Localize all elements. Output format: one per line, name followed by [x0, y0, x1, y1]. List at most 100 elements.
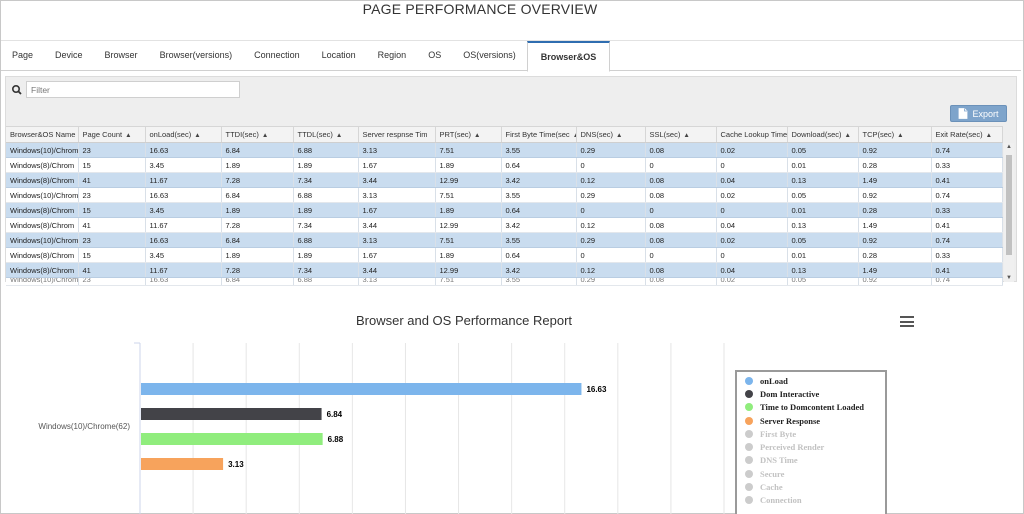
table-cell: 6.84 — [221, 142, 294, 158]
table-cell: 3.55 — [501, 277, 577, 286]
column-header[interactable]: First Byte Time(sec▲︎ — [501, 126, 577, 143]
column-header[interactable]: TTDI(sec) ▲︎ — [221, 126, 294, 143]
table-cell: 23 — [78, 232, 146, 248]
table-row[interactable]: Windows(10)/Chrom 23 16.63 6.84 6.88 3.13 7.51… — [6, 187, 1003, 203]
table-cell: 16.63 — [145, 232, 222, 248]
table-row[interactable]: Windows(8)/Chrom 41 11.67 7.28 7.34 3.44 12.99… — [6, 217, 1003, 233]
legend-item[interactable]: onLoad — [745, 374, 877, 387]
column-header[interactable]: DNS(sec) ▲︎ — [576, 126, 646, 143]
table-cell: Windows(8)/Chrom — [6, 157, 79, 173]
scroll-up-icon[interactable]: ▲︎ — [1006, 144, 1012, 150]
tab-region[interactable]: Region — [377, 50, 407, 60]
table-cell: 0.28 — [858, 157, 932, 173]
tab-browser-os[interactable]: Browser&OS — [526, 41, 611, 72]
table-cell: 6.88 — [293, 142, 359, 158]
grid-scrollbar[interactable]: ▲︎ ▼︎ — [1004, 143, 1014, 282]
table-cell: 15 — [78, 202, 146, 218]
table-cell: 16.63 — [145, 187, 222, 203]
legend-item[interactable]: DNS Time — [745, 454, 877, 467]
table-cell: 0.92 — [858, 187, 932, 203]
tab-bar: Page Device Browser Browser(versions) Co… — [1, 41, 1021, 72]
table-cell: 12.99 — [435, 172, 502, 188]
table-cell: 3.45 — [145, 202, 222, 218]
table-cell: 1.89 — [293, 157, 359, 173]
table-cell: 0.04 — [716, 262, 788, 278]
column-header[interactable]: Browser&OS Name — [6, 126, 79, 143]
export-button[interactable]: Export — [950, 105, 1007, 122]
table-cell: 3.13 — [358, 232, 436, 248]
sort-icon: ▲︎ — [985, 132, 993, 139]
table-row[interactable]: Windows(10)/Chrom 23 16.63 6.84 6.88 3.13 7.51… — [6, 277, 1003, 286]
table-cell: 11.67 — [145, 217, 222, 233]
table-cell: Windows(8)/Chrom — [6, 202, 79, 218]
table-cell: Windows(10)/Chrom — [6, 232, 79, 248]
title-divider — [1, 40, 1023, 41]
legend-item[interactable]: Time to Domcontent Loaded — [745, 401, 877, 414]
table-cell: 6.88 — [293, 187, 359, 203]
table-row[interactable]: Windows(8)/Chrom 15 3.45 1.89 1.89 1.67 1.89 0.… — [6, 202, 1003, 218]
table-row[interactable]: Windows(8)/Chrom 41 11.67 7.28 7.34 3.44 12.99… — [6, 172, 1003, 188]
tab-device[interactable]: Device — [55, 50, 83, 60]
tab-browser[interactable]: Browser — [104, 50, 138, 60]
tab-location[interactable]: Location — [321, 50, 356, 60]
legend-label: First Byte — [760, 428, 797, 439]
table-cell: 0.41 — [931, 262, 1003, 278]
column-header[interactable]: TTDL(sec) ▲︎ — [293, 126, 359, 143]
table-cell: 12.99 — [435, 262, 502, 278]
legend-item[interactable]: Secure — [745, 467, 877, 480]
tab-os[interactable]: OS — [428, 50, 442, 60]
legend-item[interactable]: Cache — [745, 480, 877, 493]
table-cell: 0 — [576, 247, 646, 263]
tab-page[interactable]: Page — [12, 50, 34, 60]
legend-marker-icon — [745, 443, 753, 452]
table-cell: 0.74 — [931, 277, 1003, 286]
table-row[interactable]: Windows(10)/Chrom 23 16.63 6.84 6.88 3.13 7.51… — [6, 232, 1003, 248]
bar — [141, 458, 224, 470]
column-header[interactable]: Cache Lookup Time — [716, 126, 788, 143]
column-header[interactable]: TCP(sec) ▲︎ — [858, 126, 932, 143]
tab-browser-versions[interactable]: Browser(versions) — [159, 50, 233, 60]
table-row[interactable]: Windows(8)/Chrom 41 11.67 7.28 7.34 3.44 12.99… — [6, 262, 1003, 278]
tab-os-versions[interactable]: OS(versions) — [463, 50, 516, 60]
table-cell: 0.33 — [931, 157, 1003, 173]
scroll-down-icon[interactable]: ▼︎ — [1006, 275, 1012, 281]
table-cell: 0.74 — [931, 187, 1003, 203]
table-cell: 1.49 — [858, 262, 932, 278]
table-cell: 0 — [576, 202, 646, 218]
legend-label: Server Response — [760, 415, 821, 426]
column-header[interactable]: SSL(sec) ▲︎ — [645, 126, 717, 143]
table-cell: 1.49 — [858, 172, 932, 188]
column-header[interactable]: onLoad(sec) ▲︎ — [145, 126, 222, 143]
table-cell: 1.67 — [358, 157, 436, 173]
legend-item[interactable]: Perceived Render — [745, 440, 877, 453]
column-header[interactable]: Page Count ▲︎ — [78, 126, 146, 143]
scrollbar-thumb[interactable] — [1006, 155, 1012, 255]
sort-icon: ▲︎ — [897, 132, 904, 139]
column-header[interactable]: PRT(sec) ▲︎ — [435, 126, 502, 143]
legend-item[interactable]: First Byte — [745, 427, 877, 440]
table-cell: 0.04 — [716, 172, 788, 188]
legend-item[interactable]: Connection — [745, 494, 877, 507]
chart-menu-icon[interactable] — [900, 316, 914, 328]
legend-label: Time to Domcontent Loaded — [760, 402, 864, 413]
table-cell: 0.41 — [931, 217, 1003, 233]
table-row[interactable]: Windows(8)/Chrom 15 3.45 1.89 1.89 1.67 1.89 0.… — [6, 247, 1003, 263]
table-cell: 3.13 — [358, 277, 436, 286]
table-row[interactable]: Windows(8)/Chrom 15 3.45 1.89 1.89 1.67 1.89 0.… — [6, 157, 1003, 173]
legend-item[interactable]: Server Response — [745, 414, 877, 427]
sort-icon: ▲︎ — [683, 132, 690, 139]
table-cell: 7.34 — [293, 217, 359, 233]
table-cell: 15 — [78, 157, 146, 173]
table-cell: 0.92 — [858, 277, 932, 286]
table-cell: 23 — [78, 277, 146, 286]
filter-input[interactable] — [26, 81, 240, 98]
table-cell: 0.08 — [645, 277, 717, 286]
legend-item[interactable]: Dom Interactive — [745, 387, 877, 400]
table-cell: 0.05 — [787, 142, 859, 158]
column-header[interactable]: Server respnse Tim — [358, 126, 436, 143]
table-row[interactable]: Windows(10)/Chrom 23 16.63 6.84 6.88 3.13 7.51… — [6, 142, 1003, 158]
tab-connection[interactable]: Connection — [254, 50, 300, 60]
column-header[interactable]: Exit Rate(sec) ▲︎ — [931, 126, 1003, 143]
column-header[interactable]: Download(sec) ▲︎ — [787, 126, 859, 143]
table-cell: 6.84 — [221, 232, 294, 248]
